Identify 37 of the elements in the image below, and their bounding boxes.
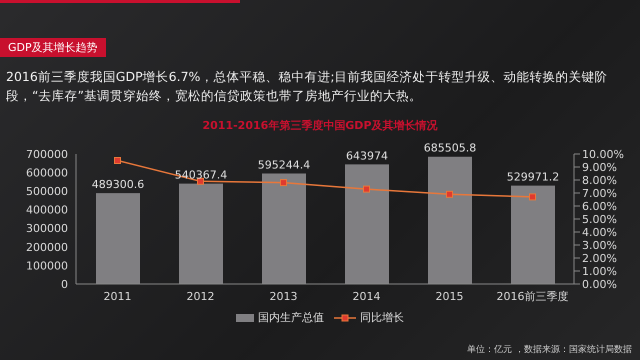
data-label: 595244.4 bbox=[258, 158, 310, 172]
legend-label: 同比增长 bbox=[359, 310, 404, 325]
y2-tick-label: 10.00% bbox=[582, 148, 624, 161]
y2-tick-label: 2.00% bbox=[582, 252, 617, 265]
y2-tick-label: 7.00% bbox=[582, 186, 617, 200]
y2-tick-label: 1.00% bbox=[582, 264, 617, 278]
y-tick-label: 200000 bbox=[26, 240, 68, 254]
y2-tick-label: 6.00% bbox=[582, 200, 617, 213]
x-tick-label: 2015 bbox=[436, 290, 464, 303]
x-tick-label: 2012 bbox=[186, 290, 214, 303]
y2-tick-label: 5.00% bbox=[582, 212, 617, 226]
x-tick-label: 2011 bbox=[104, 290, 132, 303]
y-tick-label: 300000 bbox=[26, 222, 68, 236]
y-tick-label: 0 bbox=[61, 278, 68, 291]
data-label: 540367.4 bbox=[174, 168, 228, 182]
y-tick-label: 500000 bbox=[26, 185, 68, 198]
y2-tick-label: 9.00% bbox=[582, 160, 617, 174]
data-label: 529971.2 bbox=[506, 170, 560, 184]
text: GDP及其增长趋势 bbox=[0, 38, 106, 57]
y-tick-label: 100000 bbox=[26, 259, 68, 272]
legend-label: 国内生产总值 bbox=[257, 310, 324, 325]
data-label: 685505.8 bbox=[424, 142, 476, 155]
x-tick-label: 2016前三季度 bbox=[496, 290, 568, 303]
y2-tick-label: 8.00% bbox=[582, 174, 617, 187]
data-label: 643974 bbox=[346, 149, 388, 162]
y-tick-label: 700000 bbox=[26, 148, 68, 161]
y-tick-label: 600000 bbox=[26, 166, 68, 180]
y2-tick-label: 4.00% bbox=[582, 226, 617, 239]
x-tick-label: 2013 bbox=[270, 290, 298, 303]
chart-subtitle: 2016前三季度我国GDP增长6.7%，总体平稳、稳中有进;目前我国经济处于转型升级、动能转换的关键阶段，“去库存”基调贯穿始终，宽松的信贷政策也带了房地产行业的大热。 bbox=[6, 68, 609, 105]
y2-tick-label: 0.00% bbox=[582, 278, 617, 291]
x-tick-label: 2014 bbox=[352, 290, 380, 303]
chart-title: 2011-2016年第三季度中国GDP及其增长情况 bbox=[201, 118, 439, 133]
y2-tick-label: 3.00% bbox=[582, 238, 617, 252]
data-label: 489300.6 bbox=[92, 178, 144, 192]
text: 单位：亿元 ，数据来源：国家统计局数据 bbox=[467, 344, 632, 356]
y-tick-label: 400000 bbox=[26, 204, 68, 217]
